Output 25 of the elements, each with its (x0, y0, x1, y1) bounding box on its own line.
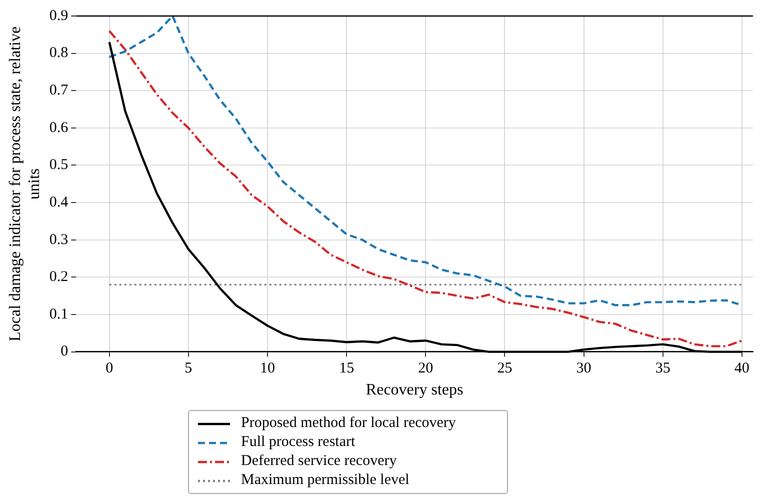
y-tick-label: 0.9 (49, 8, 68, 24)
legend-label: Maximum permissible level (241, 472, 410, 489)
y-tick-label: 0.5 (49, 157, 68, 174)
legend-label: Deferred service recovery (241, 453, 397, 470)
y-tick-label: 0.1 (49, 306, 68, 322)
y-tick-label: 0.7 (49, 82, 69, 99)
x-tick-label: 10 (260, 360, 275, 377)
y-tick-label: 0.8 (49, 45, 68, 62)
x-tick-label: 35 (655, 360, 670, 377)
x-tick-label: 15 (339, 360, 354, 377)
x-tick-label: 25 (497, 360, 512, 377)
y-tick-label: 0.3 (49, 232, 68, 248)
x-tick-label: 5 (184, 360, 192, 377)
y-tick-label: 0.2 (49, 269, 68, 286)
legend-label: Full process restart (241, 434, 356, 451)
y-axis-title: Local damage indicator for process state, relative units (6, 26, 44, 342)
x-tick-label: 30 (576, 360, 592, 377)
legend-label: Proposed method for local recovery (241, 415, 456, 432)
x-tick-label: 40 (734, 360, 750, 377)
x-tick-label: 20 (418, 360, 434, 377)
y-tick-label: 0.6 (49, 120, 69, 136)
y-tick-label: 0.4 (49, 194, 69, 210)
x-tick-label: 0 (106, 360, 114, 377)
x-axis-title: Recovery steps (366, 382, 464, 399)
y-tick-label: 0 (60, 344, 68, 360)
